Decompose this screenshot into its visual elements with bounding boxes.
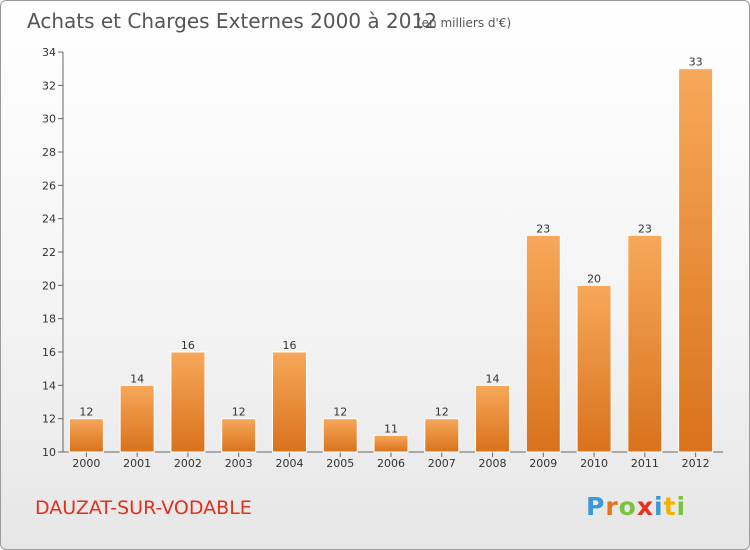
bar-2005 (322, 418, 358, 453)
x-tick-label: 2009 (529, 457, 557, 470)
y-tick-label: 10 (42, 446, 56, 459)
bar-2003 (221, 418, 257, 453)
y-tick-label: 24 (42, 213, 56, 226)
bar-2000 (68, 418, 104, 453)
value-label-2010: 20 (587, 272, 601, 285)
value-label-2000: 12 (79, 406, 93, 419)
bar-2004 (271, 351, 307, 453)
proxiti-logo: Proxiti (586, 492, 686, 521)
bar-2007 (424, 418, 460, 453)
y-tick-label: 18 (42, 313, 56, 326)
bar-2001 (119, 384, 155, 453)
bar-2011 (627, 234, 663, 453)
chart-title: Achats et Charges Externes 2000 à 2012 (27, 9, 437, 33)
x-tick-label: 2007 (428, 457, 456, 470)
logo-letter: i (654, 492, 664, 521)
y-tick-label: 26 (42, 179, 56, 192)
value-label-2006: 11 (384, 422, 398, 435)
value-label-2002: 16 (181, 339, 195, 352)
chart-unit-note: (en milliers d'€) (417, 16, 512, 30)
bar-series (68, 68, 714, 453)
y-tick-label: 14 (42, 379, 56, 392)
value-label-2004: 16 (282, 339, 296, 352)
y-tick-label: 22 (42, 246, 56, 259)
value-label-2009: 23 (536, 222, 550, 235)
y-tick-label: 28 (42, 146, 56, 159)
y-tick-label: 12 (42, 413, 56, 426)
x-tick-label: 2000 (72, 457, 100, 470)
value-label-2012: 33 (689, 56, 703, 69)
x-tick-label: 2003 (225, 457, 253, 470)
y-tick-label: 20 (42, 279, 56, 292)
logo-letter: i (676, 492, 687, 521)
logo-letter: P (586, 492, 606, 521)
y-tick-label: 16 (42, 346, 56, 359)
logo-letter: o (618, 492, 637, 521)
x-tick-label: 2001 (123, 457, 151, 470)
x-tick-label: 2004 (275, 457, 303, 470)
x-tick-label: 2005 (326, 457, 354, 470)
value-labels: 12 14 16 12 16 12 11 12 14 23 20 23 33 (79, 56, 702, 436)
bar-2010 (576, 284, 612, 453)
bar-2009 (525, 234, 561, 453)
bar-2012 (678, 68, 714, 453)
y-tick-label: 34 (42, 46, 56, 59)
x-tick-label: 2010 (580, 457, 608, 470)
x-tick-label: 2002 (174, 457, 202, 470)
logo-letter: t (663, 492, 677, 521)
x-tick-label: 2012 (682, 457, 710, 470)
value-label-2005: 12 (333, 406, 347, 419)
x-tick-label: 2008 (479, 457, 507, 470)
bar-2008 (475, 384, 511, 453)
y-tick-label: 30 (42, 113, 56, 126)
value-label-2008: 14 (486, 372, 500, 385)
y-tick-label: 32 (42, 79, 56, 92)
y-axis: 10 12 14 16 18 20 22 24 26 28 30 32 34 (42, 46, 64, 459)
x-tick-label: 2006 (377, 457, 405, 470)
value-label-2003: 12 (232, 406, 246, 419)
value-label-2011: 23 (638, 222, 652, 235)
commune-name: DAUZAT-SUR-VODABLE (35, 497, 252, 519)
bar-2002 (170, 351, 206, 453)
value-label-2007: 12 (435, 406, 449, 419)
x-axis: 2000 2001 2002 2003 2004 2005 2006 2007 2008 2009… (63, 451, 723, 470)
logo-letter: r (605, 492, 619, 521)
bar-2006 (373, 434, 409, 453)
x-tick-label: 2011 (631, 457, 659, 470)
value-label-2001: 14 (130, 372, 144, 385)
logo-letter: x (636, 492, 654, 521)
